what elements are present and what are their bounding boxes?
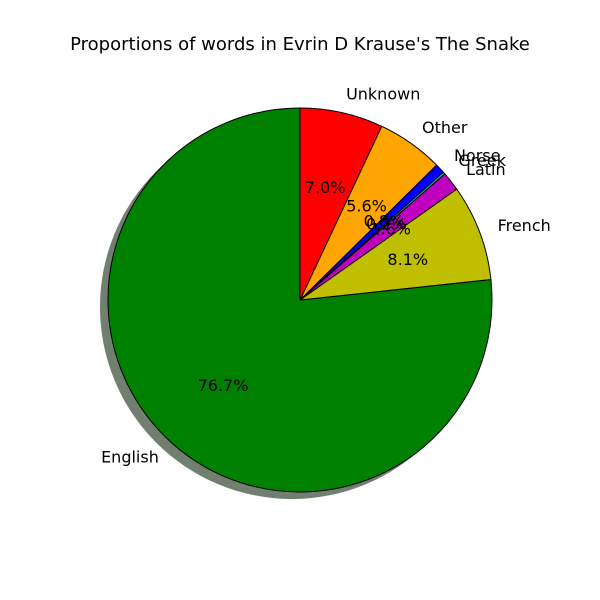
chart-title: Proportions of words in Evrin D Krause's… bbox=[70, 34, 530, 55]
percent-label-norse: 0.8% bbox=[364, 212, 405, 231]
pie-slice-french bbox=[299, 188, 492, 301]
pie-slices bbox=[107, 107, 493, 493]
pie-slice-unknown bbox=[299, 107, 383, 301]
percent-label-other: 5.6% bbox=[346, 196, 387, 215]
percent-label-greek: 0.2% bbox=[366, 214, 407, 233]
category-label-latin: Latin bbox=[466, 160, 506, 179]
category-label-other: Other bbox=[422, 118, 468, 137]
percent-label-latin: 1.6% bbox=[370, 219, 411, 238]
percent-label-french: 8.1% bbox=[387, 250, 428, 269]
pie-labels: English 76.7% French 8.1% Latin 1.6% Greek 0.2%… bbox=[101, 84, 551, 466]
percent-label-unknown: 7.0% bbox=[305, 178, 346, 197]
pie-slice-english bbox=[107, 107, 493, 493]
category-label-french: French bbox=[498, 216, 551, 235]
category-label-norse: Norse bbox=[454, 146, 501, 165]
category-label-greek: Greek bbox=[458, 151, 506, 170]
percent-label-english: 76.7% bbox=[198, 376, 249, 395]
category-label-english: English bbox=[101, 448, 159, 467]
category-label-unknown: Unknown bbox=[346, 84, 420, 103]
